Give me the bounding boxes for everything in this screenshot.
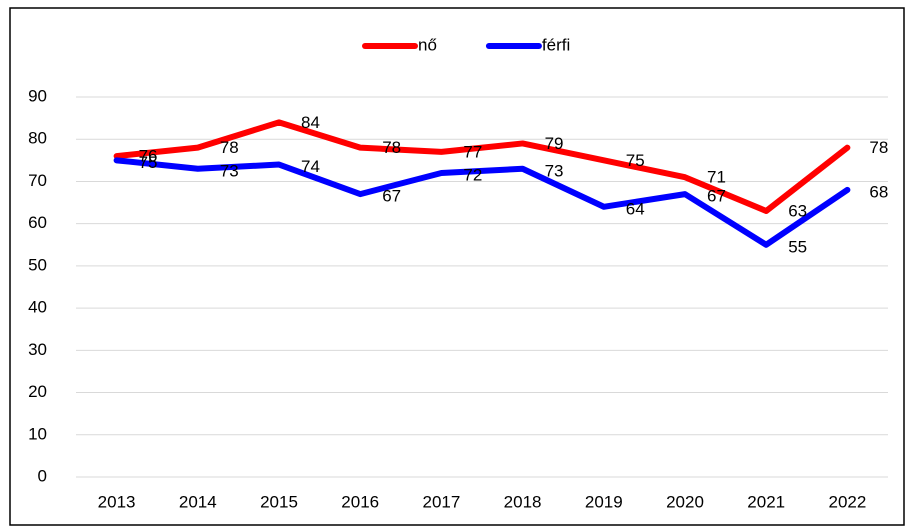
data-label: 75	[139, 153, 158, 172]
chart-frame	[9, 7, 905, 526]
data-label: 64	[626, 199, 645, 218]
y-tick-label: 50	[28, 255, 47, 274]
data-label: 67	[707, 187, 726, 206]
x-tick-label: 2017	[422, 492, 460, 511]
x-tick-label: 2014	[179, 492, 217, 511]
legend-label: férfi	[542, 35, 570, 54]
legend-label: nő	[418, 35, 437, 54]
x-tick-label: 2016	[341, 492, 379, 511]
data-label: 78	[220, 138, 239, 157]
x-tick-label: 2021	[747, 492, 785, 511]
data-label: 73	[545, 161, 564, 180]
x-tick-label: 2018	[504, 492, 542, 511]
data-label: 73	[220, 161, 239, 180]
x-tick-label: 2015	[260, 492, 298, 511]
data-label: 63	[788, 201, 807, 220]
y-tick-label: 90	[28, 86, 47, 105]
x-tick-label: 2013	[98, 492, 136, 511]
y-tick-label: 30	[28, 340, 47, 359]
series-line	[113, 119, 851, 214]
data-label: 71	[707, 168, 726, 187]
y-tick-label: 40	[28, 298, 47, 317]
data-label: 72	[463, 165, 482, 184]
data-label: 79	[545, 134, 564, 153]
data-label: 75	[626, 151, 645, 170]
data-label: 68	[869, 182, 888, 201]
y-tick-label: 60	[28, 213, 47, 232]
x-tick-label: 2022	[828, 492, 866, 511]
y-tick-label: 80	[28, 129, 47, 148]
x-tick-label: 2019	[585, 492, 623, 511]
y-tick-label: 20	[28, 382, 47, 401]
data-label: 78	[382, 138, 401, 157]
data-label: 74	[301, 157, 320, 176]
data-label: 84	[301, 113, 320, 132]
y-tick-label: 10	[28, 424, 47, 443]
data-label: 78	[869, 138, 888, 157]
data-label: 76	[139, 147, 158, 166]
data-label: 67	[382, 187, 401, 206]
data-label: 55	[788, 237, 807, 256]
x-tick-label: 2020	[666, 492, 704, 511]
y-tick-label: 0	[38, 466, 47, 485]
y-tick-label: 70	[28, 171, 47, 190]
data-label: 77	[463, 142, 482, 161]
series-line	[113, 157, 851, 248]
